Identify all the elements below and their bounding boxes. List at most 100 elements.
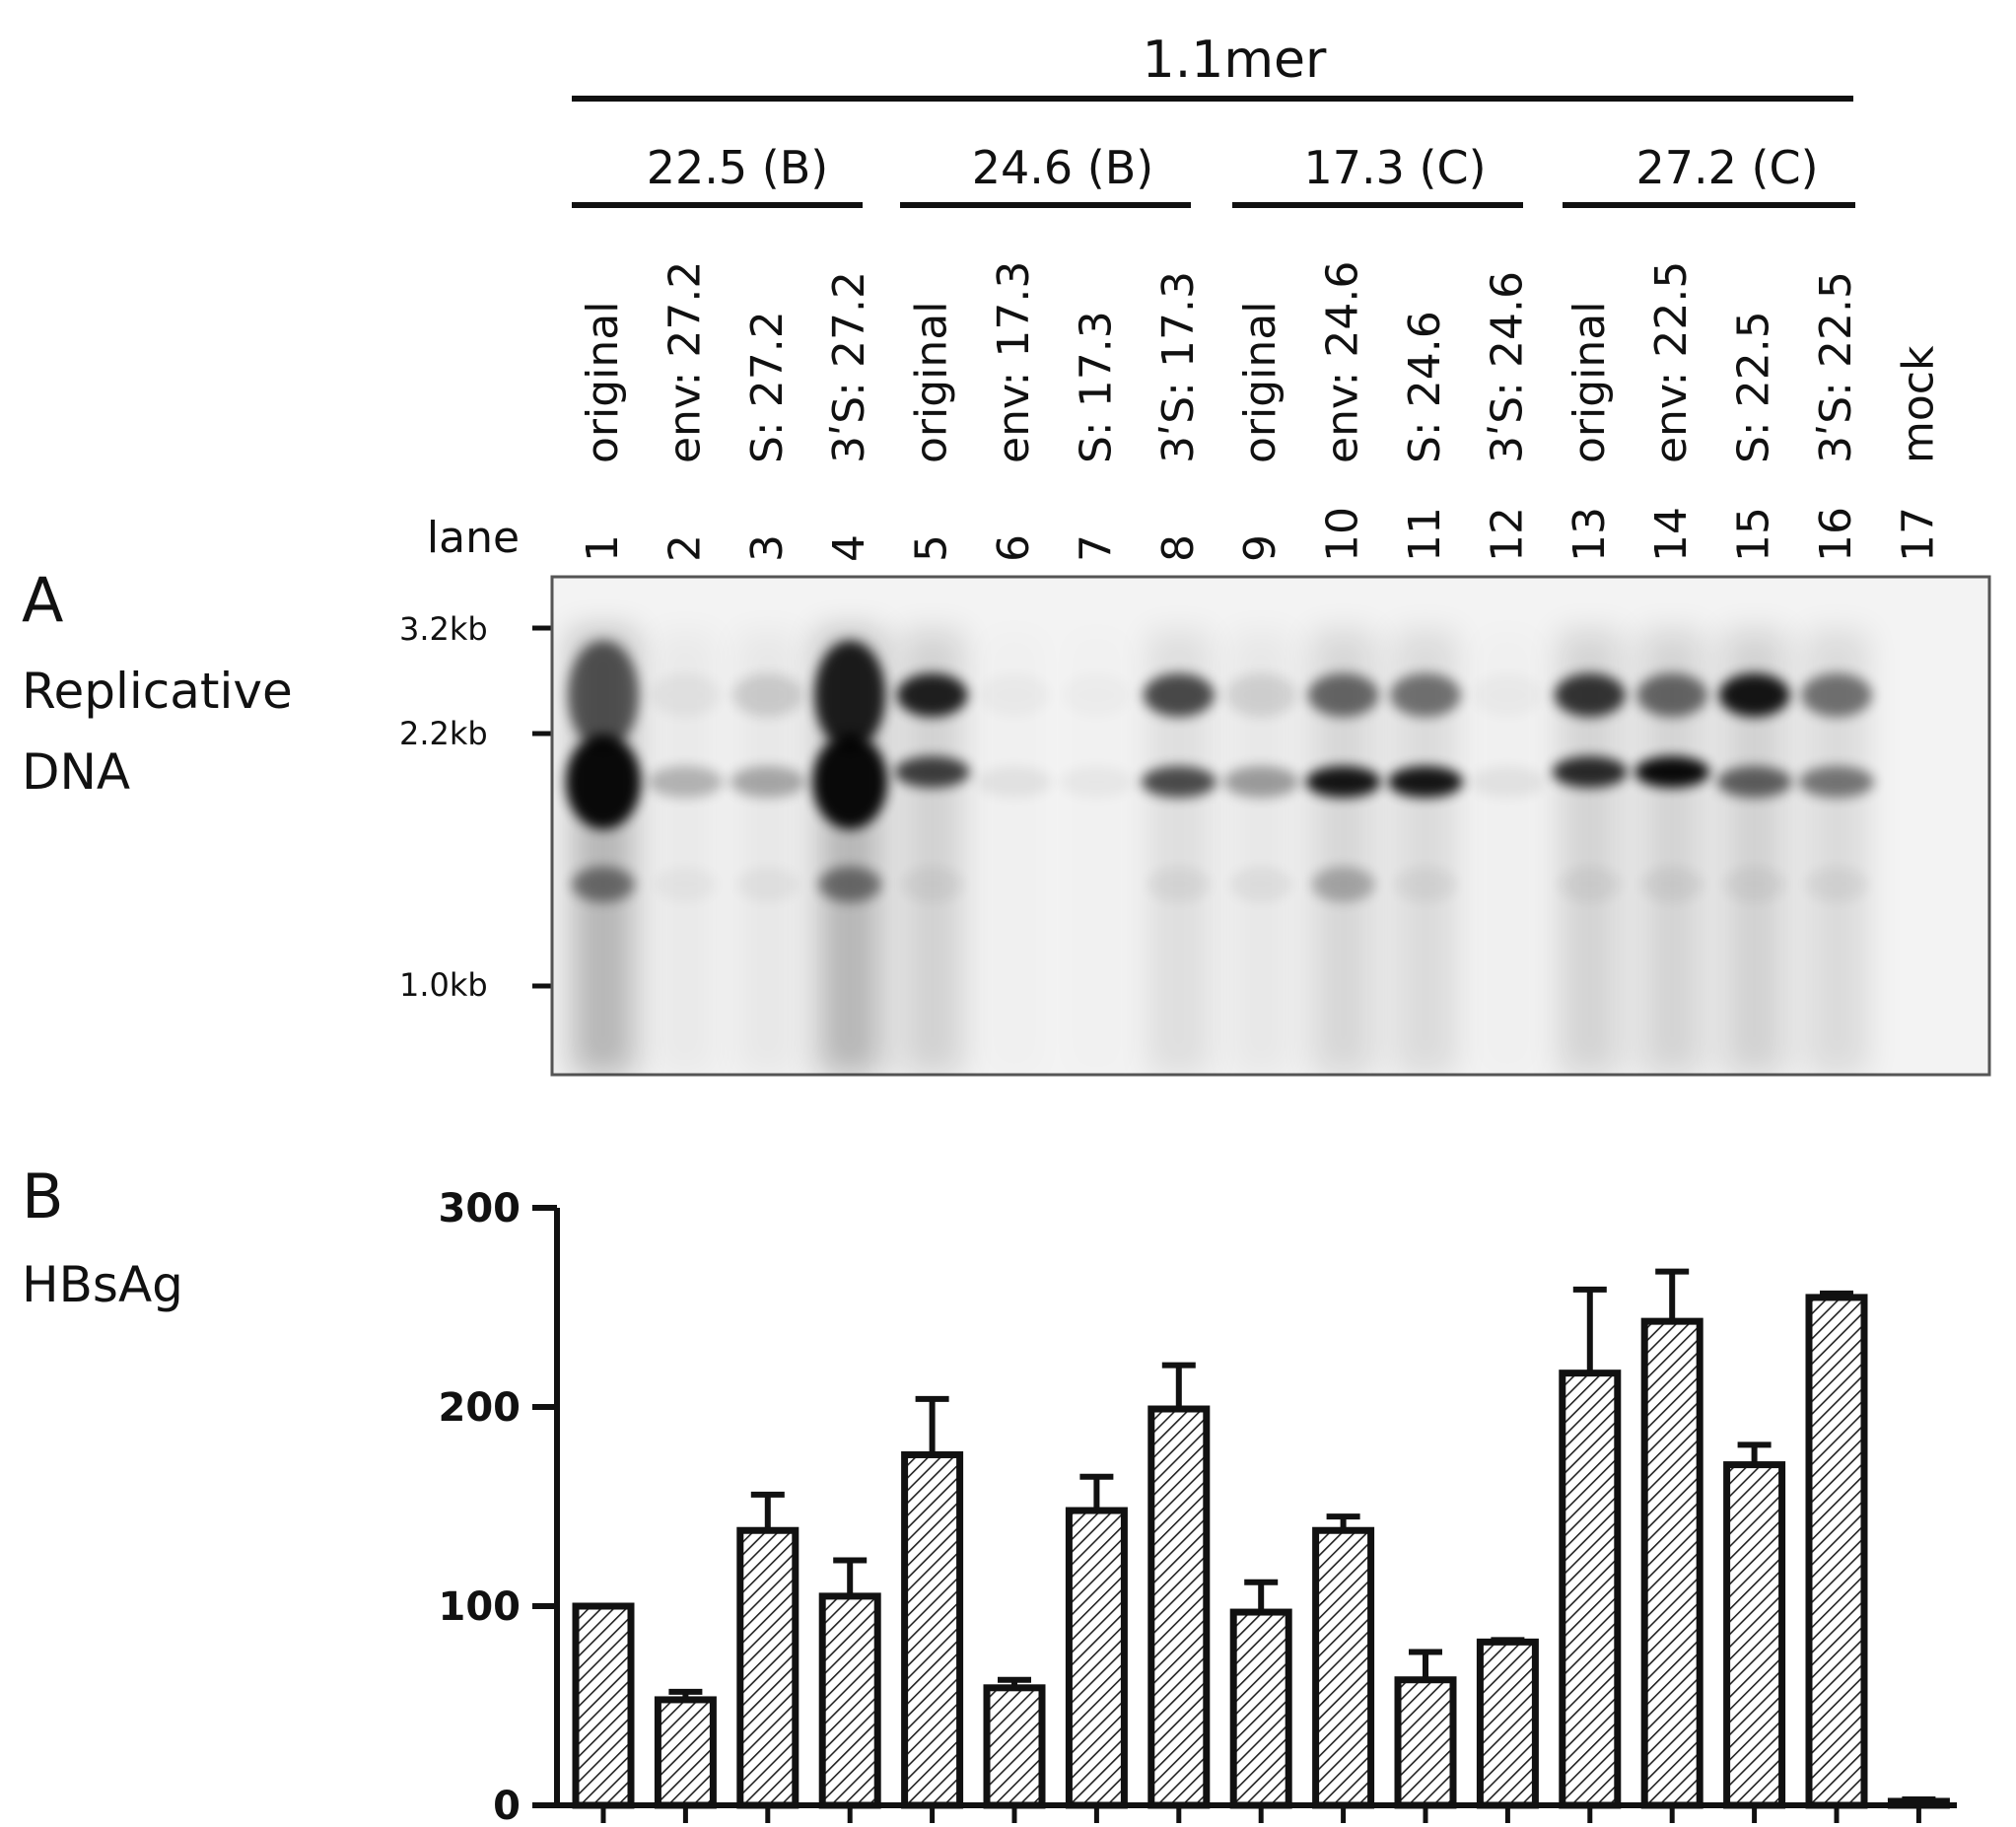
lane-label-14: env: 22.5 — [1646, 261, 1697, 463]
lane-number-3: 3 — [742, 534, 793, 562]
lane-numbers: 1 2 3 4 5 6 7 8 9 10 11 12 13 14 15 16 17 — [578, 507, 1943, 562]
y-ticks: 0 100 200 300 — [439, 1186, 557, 1827]
group-label-4: 27.2 (C) — [1635, 141, 1818, 194]
lane-label-13: original — [1564, 302, 1615, 463]
gel-band-upper-4 — [814, 641, 886, 749]
gel-band-upper-14 — [1636, 673, 1708, 717]
lane-number-16: 16 — [1811, 507, 1861, 562]
bar-4 — [818, 1592, 881, 1809]
lane-number-14: 14 — [1646, 507, 1697, 562]
gel-band-lower-5 — [894, 756, 970, 788]
bar-14 — [1640, 1317, 1703, 1809]
top-group-label: 1.1mer — [1143, 31, 1327, 90]
gel-band-low-5 — [900, 867, 964, 902]
gel-band-upper-16 — [1801, 673, 1872, 717]
gel-band-lower-16 — [1799, 766, 1874, 798]
gel-band-low-2 — [654, 867, 717, 902]
bar-8 — [1147, 1405, 1211, 1809]
gel-band-upper-8 — [1143, 673, 1215, 717]
lane-label-4: 3ʹS: 27.2 — [824, 271, 874, 463]
panel-b-title: HBsAg — [22, 1256, 183, 1313]
lane-label-12: 3ʹS: 24.6 — [1482, 271, 1532, 463]
bar-16 — [1805, 1294, 1868, 1809]
y-tick-label-0: 0 — [493, 1784, 521, 1827]
group-label-3: 17.3 (C) — [1303, 141, 1486, 194]
gel-band-upper-11 — [1390, 673, 1461, 717]
bar-3 — [736, 1526, 799, 1809]
bar-9 — [1229, 1608, 1292, 1809]
hbsag-bar-chart: 0 100 200 300 — [439, 1186, 1957, 1827]
gel-band-low-15 — [1722, 867, 1786, 902]
lane-label-2: env: 27.2 — [660, 261, 710, 463]
gel-band-lower-1 — [566, 735, 641, 829]
gel-band-low-11 — [1394, 867, 1457, 902]
gel-band-upper-2 — [650, 673, 722, 717]
bar-1 — [572, 1602, 635, 1809]
gel-band-lower-7 — [1059, 766, 1134, 798]
panel-b-letter: B — [22, 1160, 64, 1232]
gel-band-lower-14 — [1634, 756, 1710, 788]
lane-label-6: env: 17.3 — [989, 261, 1039, 463]
panel-a-title-line2: DNA — [22, 743, 130, 801]
gel-band-lower-8 — [1141, 766, 1217, 798]
lane-label-11: S: 24.6 — [1400, 311, 1450, 463]
y-tick-label-100: 100 — [439, 1584, 521, 1630]
lane-labels: original env: 27.2 S: 27.2 3ʹS: 27.2 origina… — [578, 261, 1943, 463]
lane-label-15: S: 22.5 — [1729, 311, 1779, 463]
bar-11 — [1394, 1676, 1457, 1809]
gel-band-lower-4 — [812, 735, 888, 829]
gel-band-low-16 — [1805, 867, 1868, 902]
bar-7 — [1065, 1507, 1128, 1809]
lane-number-7: 7 — [1071, 534, 1121, 562]
gel-band-low-3 — [735, 867, 799, 902]
y-tick-label-300: 300 — [439, 1186, 521, 1231]
gel-band-lower-12 — [1470, 766, 1546, 798]
gel-band-low-9 — [1229, 867, 1293, 902]
gel-band-low-10 — [1311, 867, 1375, 902]
lane-label-5: original — [907, 302, 957, 463]
gel-band-upper-13 — [1554, 673, 1626, 717]
lane-label-8: 3ʹS: 17.3 — [1153, 271, 1204, 463]
gel-band-lower-10 — [1305, 766, 1381, 798]
lane-number-10: 10 — [1318, 507, 1368, 562]
gel-band-upper-3 — [731, 673, 803, 717]
gel-band-low-13 — [1558, 867, 1622, 902]
lane-number-13: 13 — [1564, 507, 1615, 562]
lane-label-10: env: 24.6 — [1318, 261, 1368, 463]
lane-label-1: original — [578, 302, 628, 463]
lane-number-15: 15 — [1729, 507, 1779, 562]
marker-3-2kb: 3.2kb — [399, 610, 488, 648]
lane-number-6: 6 — [989, 534, 1039, 562]
gel-band-low-4 — [818, 867, 882, 902]
bars — [572, 1268, 1950, 1809]
marker-1-0kb: 1.0kb — [399, 966, 488, 1004]
gel-band-upper-10 — [1307, 673, 1379, 717]
bar-2 — [654, 1696, 717, 1809]
lane-number-12: 12 — [1482, 507, 1532, 562]
panel-a-title-line1: Replicative — [22, 663, 293, 720]
bar-12 — [1476, 1638, 1539, 1809]
lane-number-5: 5 — [907, 534, 957, 562]
panel-a-letter: A — [22, 564, 63, 636]
gel-band-upper-15 — [1718, 673, 1790, 717]
gel-band-lower-15 — [1716, 766, 1792, 798]
gel-band-upper-6 — [979, 673, 1050, 717]
lane-label-7: S: 17.3 — [1071, 311, 1121, 463]
lane-label-16: 3ʹS: 22.5 — [1811, 271, 1861, 463]
gel-band-upper-7 — [1061, 673, 1132, 717]
gel-band-low-14 — [1640, 867, 1704, 902]
bar-17 — [1887, 1797, 1950, 1809]
gel-band-low-8 — [1147, 867, 1211, 902]
gel-band-upper-9 — [1225, 673, 1297, 717]
gel-band-lower-2 — [648, 766, 724, 798]
gel-band-lower-11 — [1388, 766, 1463, 798]
gel-band-low-1 — [572, 867, 635, 902]
y-tick-label-200: 200 — [439, 1385, 521, 1431]
bar-10 — [1312, 1526, 1375, 1809]
gel-band-lower-13 — [1552, 756, 1628, 788]
gel-band-lower-6 — [977, 766, 1052, 798]
gel-band-lower-3 — [730, 766, 805, 798]
gel-band-upper-5 — [896, 673, 968, 717]
